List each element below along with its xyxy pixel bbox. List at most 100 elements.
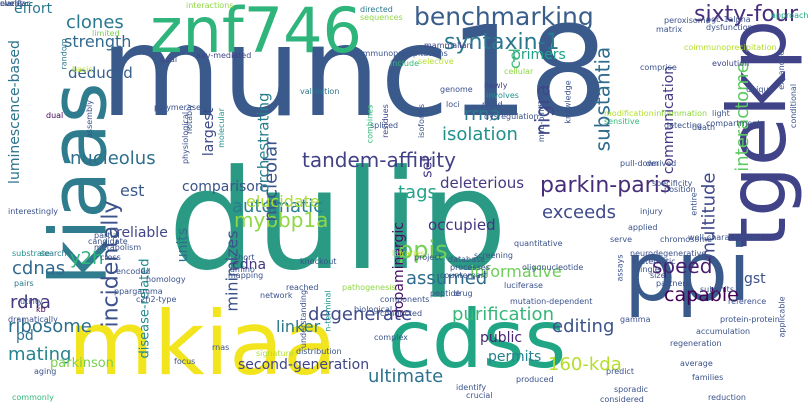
cloud-word: search [40, 249, 67, 258]
cloud-word: chromosome [660, 235, 712, 244]
cloud-word: nuclear [0, 0, 30, 8]
cloud-word: degenerate [308, 304, 413, 325]
cloud-word: cdss [388, 293, 567, 386]
cloud-word: screening [474, 251, 513, 260]
cloud-word: signature [256, 349, 294, 358]
cloud-word: kb [36, 305, 46, 314]
cloud-word: peptide [430, 289, 461, 298]
cloud-word: parkin-paris [540, 173, 672, 198]
cloud-word: exceeds [542, 202, 616, 223]
cloud-word: single [636, 265, 660, 274]
cloud-word: pathogenesis [342, 283, 396, 292]
cloud-word: dramatically [8, 315, 58, 324]
cloud-word: sensitive [604, 117, 640, 126]
cloud-word: cellular [504, 67, 534, 76]
cloud-word: detecting [664, 121, 702, 130]
cloud-word: clarify [0, 0, 25, 8]
cloud-word: effort [14, 1, 53, 17]
cloud-word: biological [354, 305, 393, 314]
cloud-word: tandem-affinity [302, 148, 456, 172]
cloud-word: families [692, 373, 724, 382]
cloud-word: amino [230, 265, 255, 274]
cloud-word: genome [440, 85, 473, 94]
cloud-word: public [480, 330, 523, 346]
cloud-word: residues [380, 104, 390, 138]
cloud-word: rdna [10, 292, 51, 313]
cloud-word: isolation [442, 124, 518, 145]
cloud-word: selective [418, 57, 454, 66]
cloud-word: cdna [232, 257, 267, 273]
cloud-word: partial [94, 231, 120, 240]
cloud-word: matrix [656, 25, 683, 34]
cloud-word: knockout [300, 257, 337, 266]
cloud-word: conditional [789, 83, 799, 129]
cloud-word: approach [771, 11, 808, 20]
cloud-word: capable [664, 284, 739, 306]
cloud-word: gst [744, 271, 766, 287]
cloud-word: size [650, 271, 666, 280]
cloud-word: 160-kda [548, 354, 622, 375]
cloud-word: drug [454, 289, 473, 298]
cloud-word: c2h2-type [136, 295, 177, 304]
cloud-word: ribosome [8, 316, 92, 337]
cloud-word: isoforms [417, 103, 427, 139]
cloud-word: linker [276, 317, 321, 336]
cloud-word: processes [450, 263, 490, 272]
cloud-word: physiological [181, 111, 191, 165]
cloud-word: y2h [70, 248, 104, 269]
cloud-word: inflammation [654, 109, 708, 118]
cloud-word: spliced [370, 121, 399, 130]
cloud-word: assembly [85, 100, 94, 138]
cloud-word: distribution [296, 347, 342, 356]
cloud-word: dual [46, 111, 64, 120]
cloud-word: loci [446, 100, 460, 109]
cloud-word: substrate [12, 249, 50, 258]
cloud-word: reached [286, 283, 319, 292]
cloud-word: regeneration [670, 339, 722, 348]
cloud-word: evolution [712, 59, 750, 68]
cloud-word: mating [8, 344, 72, 365]
cloud-word: crucial [466, 391, 493, 400]
cloud-word: automatic [232, 196, 324, 217]
cloud-word: applied [628, 223, 658, 232]
cloud-word: speed [652, 254, 713, 278]
cloud-word: n-terminal [323, 289, 333, 332]
cloud-word: reliable [116, 225, 168, 241]
cloud-word: directed [360, 5, 393, 14]
cloud-word: validation [300, 87, 340, 96]
cloud-word: munc18 [100, 0, 608, 145]
cloud-word: assays [615, 253, 625, 282]
cloud-word: expanded [776, 50, 786, 90]
cloud-word: understanding [299, 289, 309, 349]
cloud-word: permits [488, 349, 542, 365]
cloud-word: libraries [392, 249, 425, 258]
cloud-word: conducted [380, 309, 423, 318]
cloud-word: myb-binding [537, 91, 547, 143]
cloud-word: goal [160, 55, 178, 64]
cloud-word: cross [100, 253, 121, 262]
cloud-word: partners [656, 279, 690, 288]
cloud-word: pull-down [620, 159, 660, 168]
cloud-word: luminescence-based [6, 40, 23, 184]
cloud-word: aav-mediated [196, 51, 252, 60]
cloud-word: polymerase [154, 103, 201, 112]
cloud-word: produced [516, 375, 554, 384]
cloud-word: pd [16, 328, 34, 344]
cloud-word: aging [34, 367, 57, 376]
cloud-word: entire [689, 191, 699, 216]
cloud-word: interactome [731, 62, 753, 172]
cloud-word: focus [174, 357, 196, 366]
cloud-word: dysregulation [484, 112, 539, 121]
cloud-word: encoded [116, 267, 151, 276]
cloud-word: co-immunoprecipitations [348, 49, 448, 58]
cloud-word: limited [92, 29, 120, 38]
cloud-word: incidentally [98, 199, 124, 328]
cloud-word: rrna [464, 104, 501, 125]
cloud-word: ppis [398, 236, 448, 264]
cloud-word: specificity [652, 179, 693, 188]
cloud-word: unique [746, 85, 774, 94]
cloud-word: primers [512, 47, 566, 63]
cloud-word: candidate [88, 237, 128, 246]
cloud-word: accumulation [696, 327, 751, 336]
